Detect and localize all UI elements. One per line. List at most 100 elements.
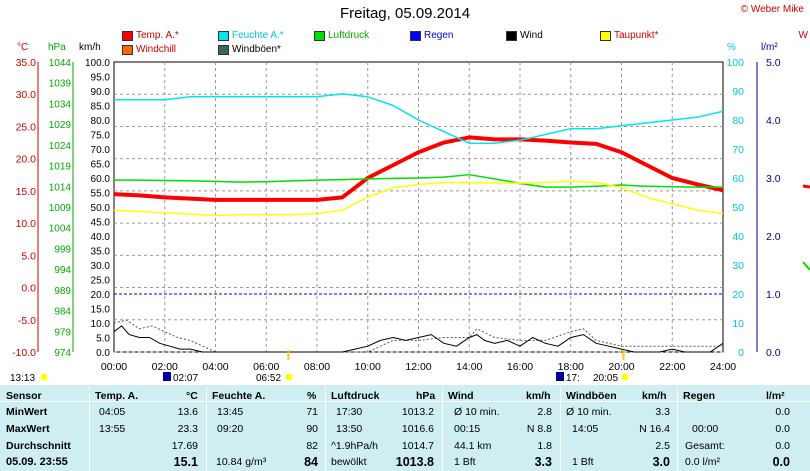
wind-tick-label: 15.0 (91, 305, 111, 316)
cut-temp-mark (802, 184, 810, 189)
legend-swatch (218, 30, 229, 41)
row-current-label: 05.09. 23:55 (6, 456, 68, 468)
header-rain-unit: l/m² (766, 390, 785, 402)
sun-icon (285, 373, 293, 381)
wind-tick-label: 10.0 (91, 319, 111, 330)
wind-tick-label: 5.0 (96, 334, 110, 345)
weather-chart: °C hPa km/h% l/m² 35.0 30.0 25.0 20.0 15.0 10.0 5.… (10, 42, 810, 384)
max-press-time: 13:50 (336, 423, 363, 435)
current-temp: 15.1 (173, 455, 198, 469)
press-unit-label: hPa (48, 42, 66, 53)
current-press-label: bewölkt (331, 456, 367, 468)
wind-tick-label: 60.0 (91, 174, 111, 185)
avg-wind-dist: 44.1 km (454, 440, 492, 452)
x-tick-label: 06:00 (253, 361, 279, 373)
wind-tick-label: 25.0 (91, 276, 111, 287)
current-abs-hum: 10.84 g/m³ (216, 456, 267, 468)
min-temp-time: 04:05 (99, 406, 126, 418)
x-tick-label: 22:00 (659, 361, 685, 373)
x-tick-label: 18:00 (558, 361, 584, 373)
legend-item-2: Luftdruck (314, 30, 369, 41)
legend-item-3: Regen (410, 30, 453, 41)
wind-line (113, 325, 724, 353)
min-hum-time: 13:45 (217, 406, 244, 418)
temp-tick-label: 20.0 (16, 154, 37, 166)
temp-tick-label: 10.0 (16, 218, 37, 230)
wind-tick-label: 85.0 (91, 102, 111, 113)
sunset-b-label: 20:05 (593, 373, 618, 384)
hum-tick-label: 40 (732, 231, 744, 243)
wind-tick-label: 75.0 (91, 131, 111, 142)
wind-tick-label: 20.0 (91, 290, 111, 301)
min-press-time: 17:30 (336, 406, 363, 418)
hum-tick-label: 60 (732, 173, 744, 185)
temp-unit-label: °C (17, 42, 28, 53)
copyright-label[interactable]: © Weber Mike (740, 4, 804, 15)
sun-icon (621, 373, 629, 381)
legend-item-6: Windchill (122, 44, 176, 55)
chart-title: Freitag, 05.09.2014 (339, 5, 471, 22)
header-press-unit: hPa (416, 390, 436, 402)
temp-tick-label: 5.0 (21, 250, 36, 262)
legend-label: Taupunkt* (614, 30, 659, 41)
x-tick-label: 16:00 (507, 361, 533, 373)
max-gust: N 16.4 (639, 423, 670, 435)
wind-tick-label: 55.0 (91, 189, 111, 200)
wind-tick-label: 40.0 (91, 232, 111, 243)
series-line (113, 180, 724, 217)
min-temp: 13.6 (177, 406, 198, 418)
moon-icon (556, 372, 564, 381)
max-temp: 23.3 (177, 423, 198, 435)
legend-swatch (600, 30, 611, 41)
series-line (114, 173, 723, 188)
hum-tick-label: 100 (726, 57, 744, 69)
press-tick-label: 1019 (49, 162, 72, 173)
avg-press: 1014.7 (401, 440, 434, 452)
avg-temp: 17.69 (171, 440, 198, 452)
row-min-label: MinWert (6, 406, 48, 418)
wind-tick-label: 0.0 (96, 348, 110, 359)
legend-swatch (122, 30, 133, 41)
x-tick-label: 20:00 (608, 361, 634, 373)
header-temp: Temp. A. (95, 390, 139, 402)
min-gust-label: Ø 10 min. (566, 406, 612, 418)
max-gust-time: 14:05 (572, 423, 599, 435)
wind-tick-label: 90.0 (91, 87, 111, 98)
min-wind-label: Ø 10 min. (454, 406, 500, 418)
header-gust: Windböen (566, 390, 617, 402)
header-wind-unit: km/h (526, 390, 551, 402)
x-tick-label: 14:00 (456, 361, 482, 373)
hum-unit-label: % (727, 42, 736, 53)
min-gust: 3.3 (655, 406, 670, 418)
wind-tick-label: 30.0 (91, 261, 111, 272)
legend-item-7: Windböen* (218, 44, 281, 55)
legend-item-5: Taupunkt* (600, 30, 658, 41)
max-rain-time: 00:00 (692, 423, 719, 435)
press-tick-label: 974 (54, 348, 71, 359)
hum-tick-label: 50 (732, 202, 744, 214)
header-hum: Feuchte A. (212, 390, 266, 402)
press-tick-label: 1024 (49, 141, 72, 152)
header-hum-unit: % (307, 390, 317, 402)
legend-label: Regen (424, 30, 454, 41)
current-gust-bft: 1 Bft (572, 456, 594, 468)
wind-tick-label: 95.0 (91, 73, 111, 84)
wind-tick-label: 65.0 (91, 160, 111, 171)
row-avg-label: Durchschnitt (6, 440, 71, 452)
x-tick-label: 04:00 (202, 361, 228, 373)
rain-tick-label: 4.0 (766, 115, 781, 127)
legend-item-0: Temp. A.* (122, 30, 179, 41)
wind-tick-label: 80.0 (91, 116, 111, 127)
wind-tick-label: 100.0 (85, 58, 110, 69)
rain-tick-label: 1.0 (766, 289, 781, 301)
x-tick-label: 24:00 (710, 361, 736, 373)
header-gust-unit: km/h (642, 390, 667, 402)
x-tick-label: 12:00 (405, 361, 431, 373)
x-tick-label: 00:00 (101, 361, 127, 373)
min-press: 1013.2 (401, 406, 434, 418)
cut-off-label: W (798, 30, 808, 41)
current-rain-label: 0.0 l/m² (685, 456, 721, 468)
stats-table: Sensor Temp. A. °C Feuchte A. % Luftdruc… (0, 385, 810, 471)
avg-wind: 1.8 (537, 440, 552, 452)
legend-swatch (218, 44, 229, 55)
